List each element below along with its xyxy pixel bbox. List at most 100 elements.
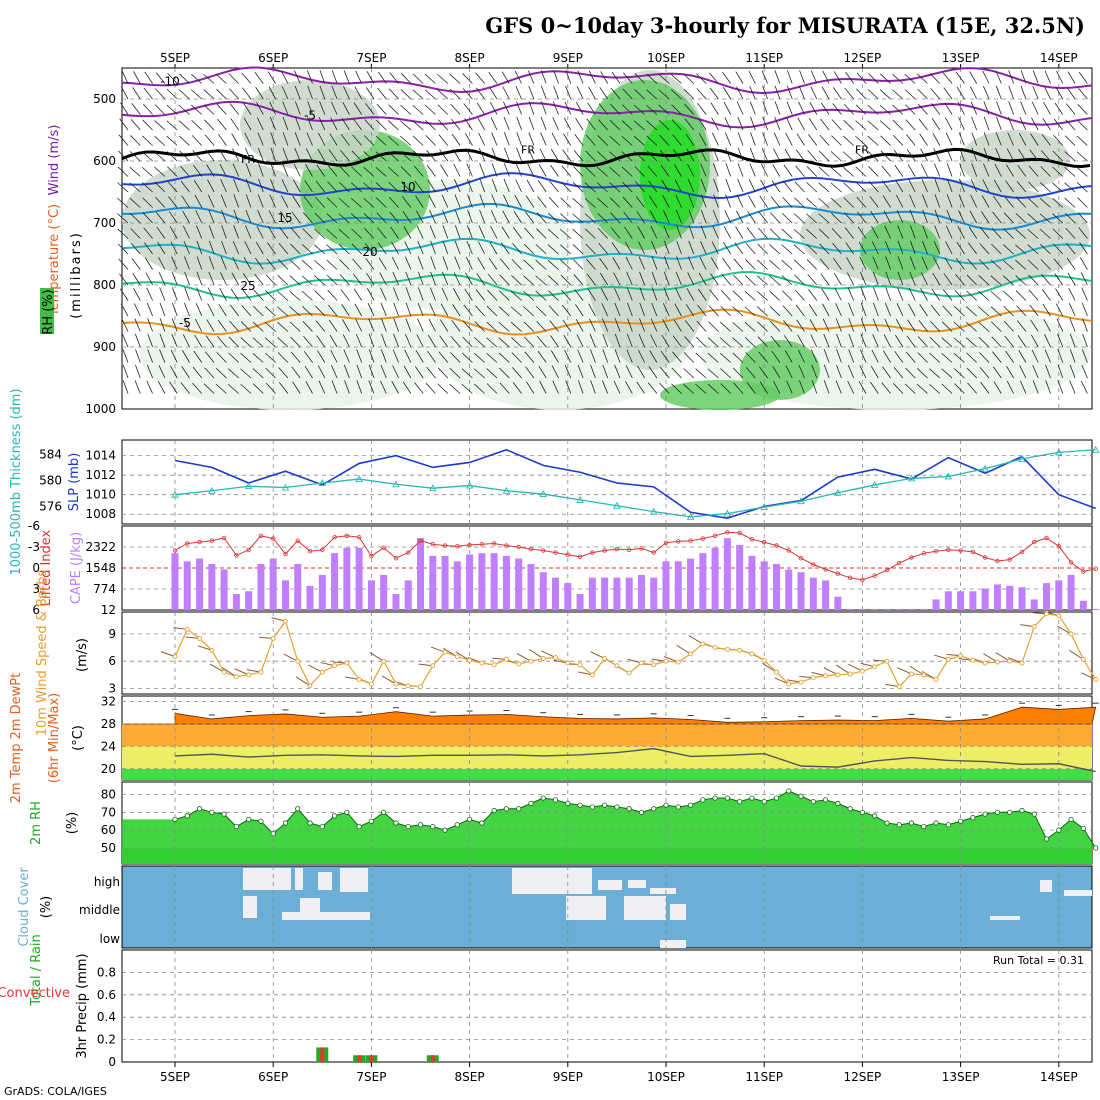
wind-barb — [797, 349, 805, 363]
wind-barb — [414, 366, 424, 379]
wind-barb — [822, 318, 830, 332]
wind-barb — [1032, 364, 1039, 379]
wind-barb — [228, 336, 239, 348]
wind-barb — [404, 241, 412, 255]
wind-barb — [428, 195, 436, 208]
wind-barb — [588, 303, 596, 317]
wind-barb — [379, 272, 387, 286]
cloud-cover-patch — [670, 904, 686, 920]
wind10m-point — [896, 684, 902, 690]
wind-barb — [315, 180, 326, 193]
cape-bar — [1043, 583, 1051, 610]
li-point — [271, 536, 276, 541]
thickness-point — [834, 488, 842, 496]
wind-barb — [477, 257, 486, 270]
wind10m-point — [454, 654, 460, 660]
wind-barb — [810, 86, 818, 100]
wind-barb — [847, 272, 855, 286]
wind-barb — [453, 272, 461, 286]
temp2m-axis-label: 2m Temp 2m DewPt — [9, 673, 24, 804]
wind-barb — [598, 242, 609, 255]
wind-barb — [609, 119, 621, 131]
li-point — [982, 555, 988, 560]
wind-barb — [1066, 257, 1076, 270]
li-point — [774, 543, 779, 548]
wind10m-point — [381, 658, 387, 664]
wind-barb — [647, 382, 658, 394]
wind-barb — [744, 306, 756, 317]
wind-barb — [277, 352, 289, 363]
wind-barb — [584, 182, 596, 193]
wind-barb — [684, 118, 695, 131]
li-point — [479, 542, 485, 547]
wind-barb — [744, 290, 756, 301]
wind-barb — [314, 290, 326, 301]
li-point — [565, 552, 570, 557]
wind-barb — [929, 383, 941, 394]
wind10m-barb — [897, 667, 912, 675]
wind-barb — [240, 321, 252, 332]
wind-barb — [614, 364, 621, 379]
wind-barb — [269, 178, 276, 193]
wind-barb — [836, 349, 842, 363]
wind-barb — [528, 116, 535, 131]
wind-barb — [774, 70, 781, 84]
wind-barb — [425, 120, 436, 131]
wind-barb — [784, 148, 793, 162]
wind-barb — [243, 117, 252, 131]
wind-barb — [277, 259, 289, 270]
rh2m-point — [368, 818, 374, 824]
precip-tick: 0.8 — [97, 965, 116, 979]
wind-barb — [119, 288, 129, 301]
wind-barb — [429, 287, 436, 301]
li-point — [1056, 544, 1061, 549]
wind-panel-frame — [121, 611, 1093, 695]
wind-barb — [217, 118, 227, 131]
rh2m-point — [602, 802, 608, 808]
wind-barb — [646, 120, 658, 131]
wind-barb — [342, 334, 350, 348]
wind10m-point — [393, 681, 399, 687]
wind-barb — [577, 364, 584, 379]
wind-barb — [649, 210, 658, 224]
wind-barb — [725, 147, 732, 162]
wind-barb — [489, 86, 498, 100]
wind-barb — [867, 89, 879, 100]
wind-barb — [429, 225, 436, 239]
wind-barb — [897, 271, 904, 286]
thickness-point — [244, 482, 253, 490]
wind-barb — [758, 211, 768, 224]
li-point — [221, 535, 227, 541]
wind-barb — [1043, 319, 1051, 332]
wind-barb — [193, 180, 203, 193]
wind-barb — [658, 89, 670, 100]
wind-barb — [994, 163, 1002, 177]
wind-barb — [806, 228, 818, 239]
wind10m-point — [528, 658, 534, 664]
wind-barb — [512, 367, 522, 379]
wind-barb — [807, 150, 818, 162]
wind-barb — [242, 289, 252, 301]
wind-barb — [515, 86, 522, 100]
li-point — [798, 556, 804, 561]
wind-barb — [326, 244, 338, 255]
wind-barb — [412, 135, 424, 146]
wind-barb — [856, 196, 867, 208]
wind-barb — [141, 182, 153, 193]
wind-barb — [552, 101, 559, 115]
cape-bar — [294, 564, 302, 610]
wind-barb — [991, 243, 1002, 255]
wind-barb — [387, 151, 399, 162]
wind-barb — [355, 318, 363, 332]
wind-barb — [326, 213, 338, 224]
wind-barb — [651, 271, 658, 286]
wind-barb — [363, 151, 375, 162]
li-point — [688, 538, 693, 543]
rh-shading — [640, 120, 700, 230]
wind-barb — [609, 182, 621, 193]
wind-barb — [954, 383, 965, 394]
isotherm-label: -5 — [304, 109, 316, 123]
wind-barb — [412, 120, 424, 131]
wind-barb — [229, 103, 240, 115]
wind-barb — [143, 227, 153, 239]
